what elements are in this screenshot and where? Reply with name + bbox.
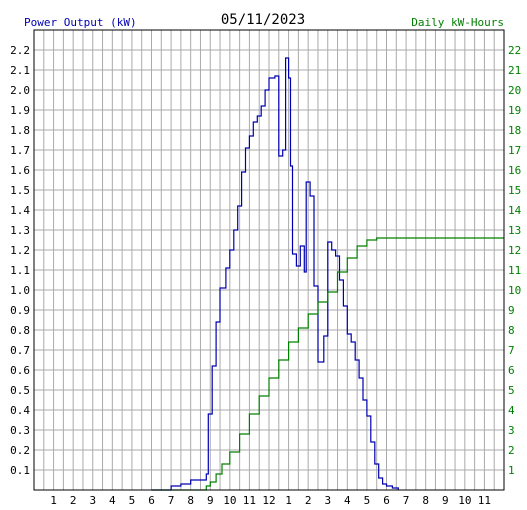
x-tick-label: 9 [207, 494, 214, 507]
right-tick-label: 10 [508, 284, 521, 297]
x-tick-label: 5 [129, 494, 136, 507]
left-tick-label: 0.4 [10, 404, 30, 417]
energy-series-line [151, 237, 504, 491]
left-tick-label: 1.8 [10, 124, 30, 137]
right-tick-label: 6 [508, 364, 515, 377]
left-tick-label: 0.8 [10, 324, 30, 337]
left-axis-title: Power Output (kW) [24, 16, 137, 29]
left-tick-label: 2.1 [10, 64, 30, 77]
x-tick-label: 1 [50, 494, 57, 507]
right-tick-label: 8 [508, 324, 515, 337]
right-tick-label: 18 [508, 124, 521, 137]
x-tick-label: 10 [223, 494, 236, 507]
right-tick-label: 20 [508, 84, 521, 97]
series-lines [151, 57, 504, 491]
right-tick-label: 14 [508, 204, 522, 217]
left-axis-ticks: 0.1 0.2 0.3 0.4 0.5 0.6 0.7 0.8 0.9 1.0 1.1 1.2 1.3 1… [10, 44, 30, 477]
x-tick-label: 3 [324, 494, 331, 507]
x-tick-label: 6 [383, 494, 390, 507]
left-tick-label: 0.9 [10, 304, 30, 317]
x-tick-label: 7 [403, 494, 410, 507]
right-tick-label: 13 [508, 224, 521, 237]
right-tick-label: 4 [508, 404, 515, 417]
right-tick-label: 5 [508, 384, 515, 397]
left-tick-label: 0.2 [10, 444, 30, 457]
right-tick-label: 15 [508, 184, 521, 197]
left-tick-label: 1.5 [10, 184, 30, 197]
x-axis-ticks: 1 2 3 4 5 6 7 8 9 10 11 12 1 2 3 4 5 6 7 8 9 10 11 [50, 494, 491, 507]
left-tick-label: 0.5 [10, 384, 30, 397]
right-tick-label: 1 [508, 464, 515, 477]
x-tick-label: 8 [187, 494, 194, 507]
x-tick-label: 7 [168, 494, 175, 507]
right-tick-label: 19 [508, 104, 521, 117]
left-tick-label: 1.6 [10, 164, 30, 177]
right-tick-label: 17 [508, 144, 521, 157]
left-tick-label: 0.1 [10, 464, 30, 477]
power-series-line [151, 57, 399, 491]
left-tick-label: 1.9 [10, 104, 30, 117]
x-tick-label: 4 [109, 494, 116, 507]
right-tick-label: 7 [508, 344, 515, 357]
chart-title-date: 05/11/2023 [221, 12, 305, 28]
x-tick-label: 5 [364, 494, 371, 507]
x-tick-label: 11 [243, 494, 256, 507]
left-tick-label: 1.0 [10, 284, 30, 297]
left-tick-label: 1.4 [10, 204, 30, 217]
x-tick-label: 1 [285, 494, 292, 507]
x-tick-label: 2 [70, 494, 77, 507]
left-tick-label: 1.1 [10, 264, 30, 277]
x-tick-label: 9 [442, 494, 449, 507]
right-tick-label: 11 [508, 264, 521, 277]
left-tick-label: 1.7 [10, 144, 30, 157]
x-tick-label: 3 [89, 494, 96, 507]
right-tick-label: 9 [508, 304, 515, 317]
right-tick-label: 2 [508, 444, 515, 457]
right-tick-label: 16 [508, 164, 521, 177]
left-tick-label: 2.2 [10, 44, 30, 57]
right-tick-label: 12 [508, 244, 521, 257]
left-tick-label: 1.3 [10, 224, 30, 237]
left-tick-label: 0.7 [10, 344, 30, 357]
left-tick-label: 0.3 [10, 424, 30, 437]
x-tick-label: 8 [422, 494, 429, 507]
gridlines [34, 29, 504, 490]
x-tick-label: 4 [344, 494, 351, 507]
x-tick-label: 12 [262, 494, 275, 507]
right-axis-title: Daily kW-Hours [411, 16, 504, 29]
left-tick-label: 0.6 [10, 364, 30, 377]
right-tick-label: 3 [508, 424, 515, 437]
right-tick-label: 21 [508, 64, 521, 77]
right-tick-label: 22 [508, 44, 521, 57]
x-tick-label: 11 [478, 494, 491, 507]
x-tick-label: 6 [148, 494, 155, 507]
x-tick-label: 10 [458, 494, 471, 507]
left-tick-label: 1.2 [10, 244, 30, 257]
left-tick-label: 2.0 [10, 84, 30, 97]
plot-frame [33, 29, 505, 491]
x-tick-label: 2 [305, 494, 312, 507]
